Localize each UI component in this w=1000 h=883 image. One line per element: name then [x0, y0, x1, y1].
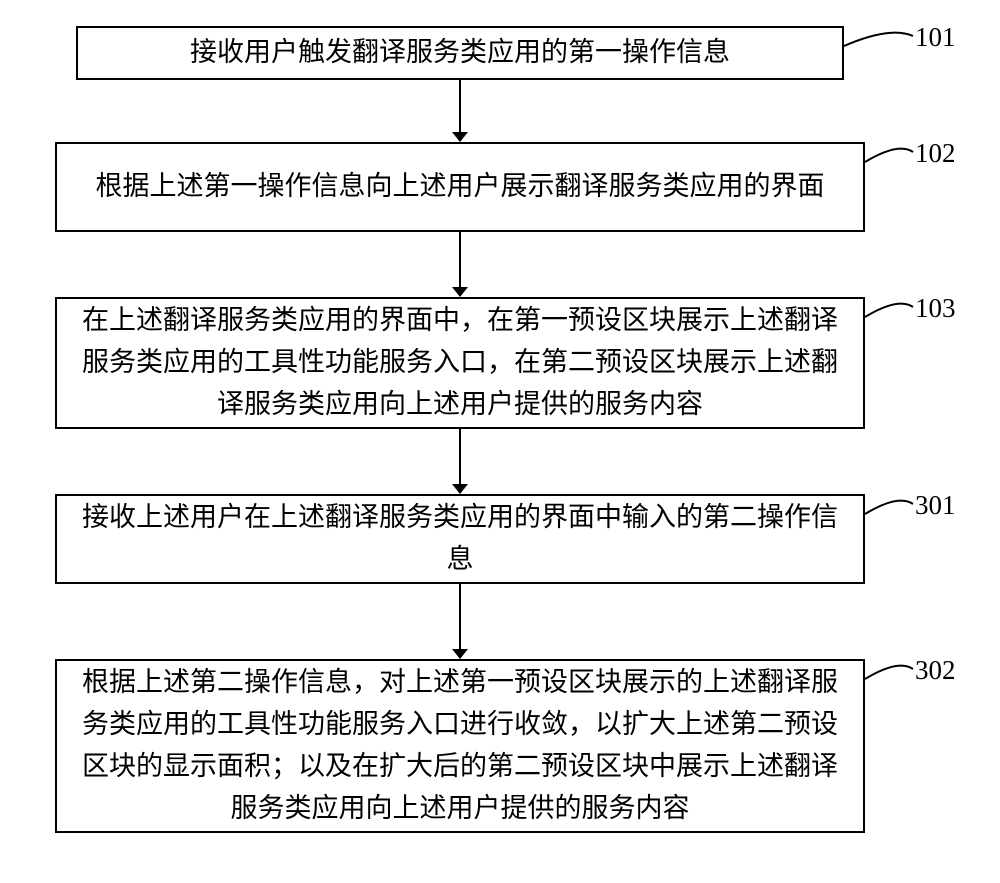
flowchart-arrow: [448, 80, 472, 142]
flowchart-leader-line: [840, 22, 917, 50]
flowchart-leader-line: [861, 293, 917, 321]
flowchart-leader-line: [861, 490, 917, 518]
flowchart-node-text: 接收上述用户在上述翻译服务类应用的界面中输入的第二操作信息: [69, 497, 851, 581]
flowchart-step-label-302: 302: [915, 655, 956, 686]
flowchart-node-n103: 在上述翻译服务类应用的界面中，在第一预设区块展示上述翻译服务类应用的工具性功能服…: [55, 297, 865, 429]
flowchart-leader-line: [861, 655, 917, 683]
flowchart-node-n301: 接收上述用户在上述翻译服务类应用的界面中输入的第二操作信息: [55, 494, 865, 584]
flowchart-step-label-103: 103: [915, 293, 956, 324]
flowchart-arrow: [448, 584, 472, 659]
flowchart-step-label-101: 101: [915, 22, 956, 53]
flowchart-step-label-301: 301: [915, 490, 956, 521]
flowchart-node-text: 根据上述第二操作信息，对上述第一预设区块展示的上述翻译服务类应用的工具性功能服务…: [69, 662, 851, 829]
flowchart-step-label-102: 102: [915, 138, 956, 169]
flowchart-node-text: 接收用户触发翻译服务类应用的第一操作信息: [190, 32, 730, 74]
flowchart-node-text: 根据上述第一操作信息向上述用户展示翻译服务类应用的界面: [96, 166, 825, 208]
flowchart-arrow: [448, 429, 472, 494]
flowchart-node-n102: 根据上述第一操作信息向上述用户展示翻译服务类应用的界面: [55, 142, 865, 232]
flowchart-arrow: [448, 232, 472, 297]
flowchart-canvas: 接收用户触发翻译服务类应用的第一操作信息根据上述第一操作信息向上述用户展示翻译服…: [0, 0, 1000, 883]
flowchart-node-n101: 接收用户触发翻译服务类应用的第一操作信息: [76, 26, 844, 80]
flowchart-node-n302: 根据上述第二操作信息，对上述第一预设区块展示的上述翻译服务类应用的工具性功能服务…: [55, 659, 865, 833]
flowchart-node-text: 在上述翻译服务类应用的界面中，在第一预设区块展示上述翻译服务类应用的工具性功能服…: [69, 300, 851, 426]
flowchart-leader-line: [861, 138, 917, 166]
